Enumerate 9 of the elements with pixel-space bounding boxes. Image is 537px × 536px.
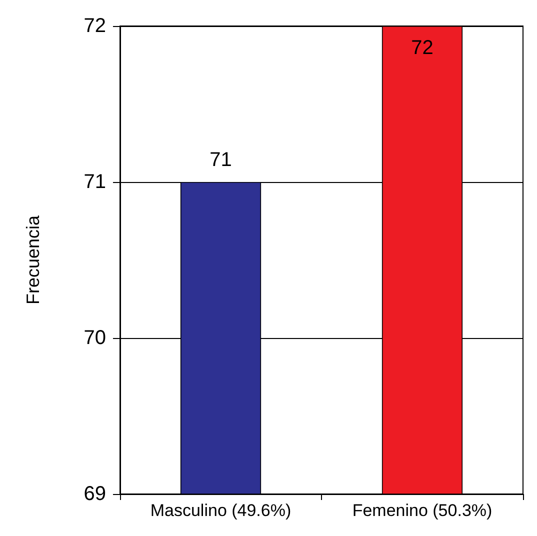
data-label: 72 bbox=[411, 37, 434, 59]
y-axis-title: Frecuencia bbox=[23, 214, 43, 305]
y-tick-label: 69 bbox=[84, 483, 106, 505]
y-tick-label: 71 bbox=[84, 171, 106, 193]
x-tick-label: Femenino (50.3%) bbox=[352, 501, 492, 520]
data-label: 71 bbox=[210, 149, 232, 171]
y-tick-label: 72 bbox=[84, 15, 106, 37]
x-tick-label: Masculino (49.6%) bbox=[150, 501, 292, 520]
y-tick-label: 70 bbox=[84, 327, 106, 349]
